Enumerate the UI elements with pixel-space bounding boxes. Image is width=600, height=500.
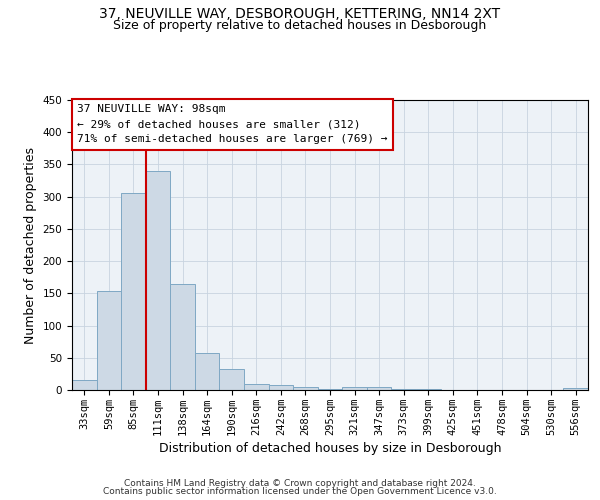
Text: 37, NEUVILLE WAY, DESBOROUGH, KETTERING, NN14 2XT: 37, NEUVILLE WAY, DESBOROUGH, KETTERING,…: [100, 8, 500, 22]
Text: 37 NEUVILLE WAY: 98sqm
← 29% of detached houses are smaller (312)
71% of semi-de: 37 NEUVILLE WAY: 98sqm ← 29% of detached…: [77, 104, 388, 144]
X-axis label: Distribution of detached houses by size in Desborough: Distribution of detached houses by size …: [159, 442, 501, 455]
Bar: [220, 368, 244, 390]
Bar: [195, 354, 220, 390]
Bar: [146, 171, 170, 390]
Bar: [563, 388, 588, 390]
Bar: [269, 386, 293, 390]
Text: Size of property relative to detached houses in Desborough: Size of property relative to detached ho…: [113, 19, 487, 32]
Text: Contains HM Land Registry data © Crown copyright and database right 2024.: Contains HM Land Registry data © Crown c…: [124, 478, 476, 488]
Y-axis label: Number of detached properties: Number of detached properties: [24, 146, 37, 344]
Bar: [342, 388, 367, 390]
Bar: [97, 292, 121, 390]
Bar: [170, 284, 195, 390]
Bar: [244, 384, 269, 390]
Text: Contains public sector information licensed under the Open Government Licence v3: Contains public sector information licen…: [103, 487, 497, 496]
Bar: [72, 380, 97, 390]
Bar: [367, 388, 391, 390]
Bar: [293, 387, 318, 390]
Bar: [318, 388, 342, 390]
Bar: [121, 194, 146, 390]
